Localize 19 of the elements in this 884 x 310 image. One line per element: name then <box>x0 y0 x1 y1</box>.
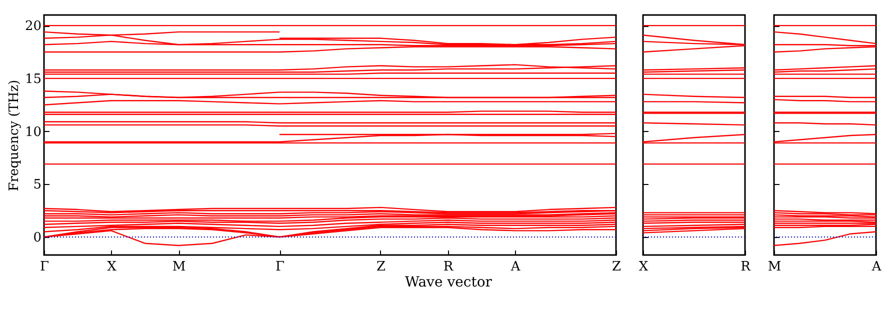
x-tick-label: M <box>768 260 782 274</box>
y-tick-label: 20 <box>24 19 42 34</box>
y-tick-label: 10 <box>24 124 42 140</box>
x-tick-label: R <box>443 260 454 274</box>
x-axis-title: Wave vector <box>405 274 492 290</box>
x-tick-label: Z <box>376 260 386 274</box>
x-tick-label: Γ <box>276 260 285 274</box>
x-tick-label: X <box>638 260 649 274</box>
x-tick-label: X <box>107 260 118 274</box>
y-tick-label: 0 <box>33 230 42 246</box>
y-tick-label: 15 <box>24 72 42 87</box>
x-tick-label: R <box>740 260 752 274</box>
x-tick-label: Γ <box>40 260 50 274</box>
y-tick-label: 5 <box>33 178 42 193</box>
x-tick-label: A <box>510 260 521 274</box>
x-tick-label: A <box>870 260 882 274</box>
x-tick-label: Z <box>612 260 622 274</box>
x-tick-label: M <box>172 260 186 274</box>
y-axis-title: Frequency (THz) <box>6 80 22 192</box>
